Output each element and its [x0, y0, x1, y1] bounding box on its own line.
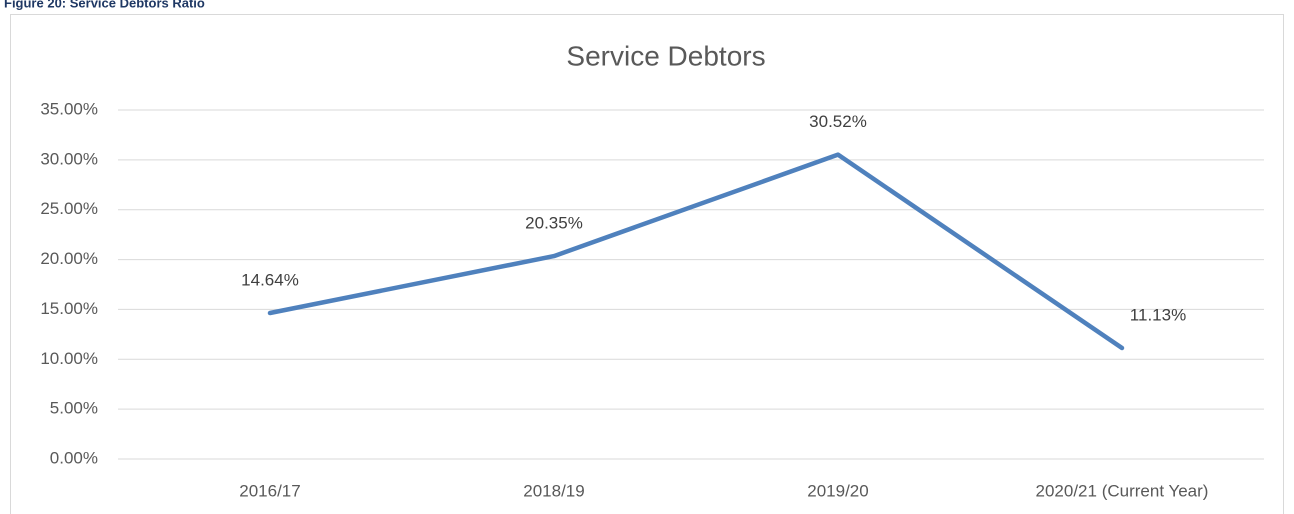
y-tick-label: 30.00%: [40, 149, 98, 168]
y-tick-label: 20.00%: [40, 249, 98, 268]
y-tick-label: 35.00%: [40, 99, 98, 118]
data-label: 14.64%: [241, 271, 299, 290]
chart-frame: [10, 14, 1284, 514]
data-label: 20.35%: [525, 214, 583, 233]
y-tick-label: 5.00%: [50, 399, 98, 418]
caption: Figure 20: Service Debtors Ratio: [4, 0, 205, 10]
x-tick-label: 2020/21 (Current Year): [1036, 481, 1209, 500]
data-line: [267, 152, 1125, 351]
x-tick-label: 2018/19: [523, 481, 584, 500]
y-tick-label: 15.00%: [40, 299, 98, 318]
data-label: 30.52%: [809, 112, 867, 131]
y-tick-label: 10.00%: [40, 349, 98, 368]
x-tick-label: 2019/20: [807, 481, 868, 500]
y-tick-label: 0.00%: [50, 448, 98, 467]
x-tick-label: 2016/17: [239, 481, 300, 500]
y-tick-label: 25.00%: [40, 199, 98, 218]
data-label: 11.13%: [1130, 306, 1186, 325]
chart-title: Service Debtors: [566, 40, 765, 71]
